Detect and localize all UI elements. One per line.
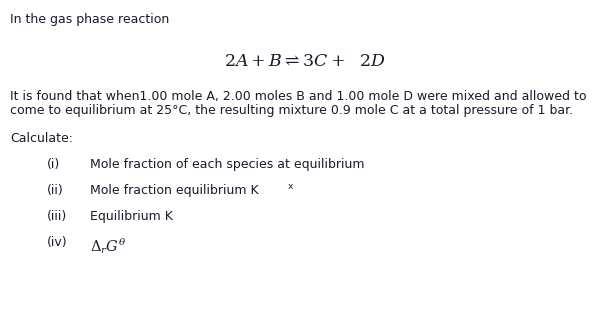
Text: (iii): (iii) [47, 210, 67, 223]
Text: Equilibrium K: Equilibrium K [90, 210, 173, 223]
Text: Calculate:: Calculate: [10, 132, 73, 145]
Text: (i): (i) [47, 158, 60, 171]
Text: come to equilibrium at 25°C, the resulting mixture 0.9 mole C at a total pressur: come to equilibrium at 25°C, the resulti… [10, 104, 573, 117]
Text: In the gas phase reaction: In the gas phase reaction [10, 13, 169, 26]
Text: Mole fraction equilibrium K: Mole fraction equilibrium K [90, 184, 259, 197]
Text: $\Delta_r G^\theta$: $\Delta_r G^\theta$ [90, 236, 127, 256]
Text: (ii): (ii) [47, 184, 64, 197]
Text: (iv): (iv) [47, 236, 68, 249]
Text: $\mathit{2A + B \rightleftharpoons 3C + \ \ 2D}$: $\mathit{2A + B \rightleftharpoons 3C + … [224, 52, 386, 70]
Text: It is found that when1.00 mole A, 2.00 moles B and 1.00 mole D were mixed and al: It is found that when1.00 mole A, 2.00 m… [10, 90, 586, 103]
Text: Mole fraction of each species at equilibrium: Mole fraction of each species at equilib… [90, 158, 365, 171]
Text: x: x [288, 182, 293, 191]
